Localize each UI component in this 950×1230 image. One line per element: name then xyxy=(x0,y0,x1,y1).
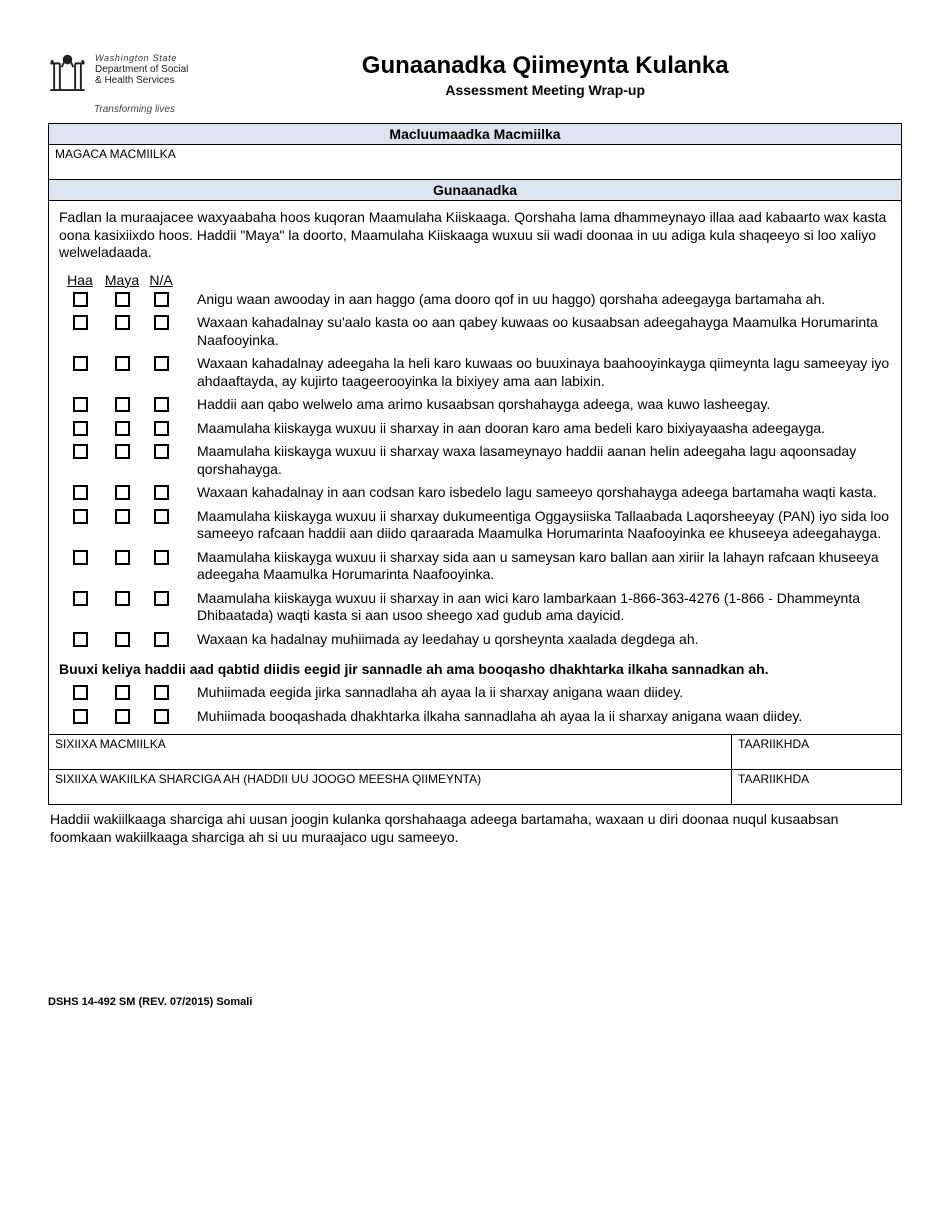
dept-name-1: Department of Social xyxy=(95,64,188,75)
signature-row-client: SIXIIXA MACMIILKA TAARIIKHDA xyxy=(49,734,901,769)
item-text: Maamulaha kiiskayga wuxuu ii sharxay in … xyxy=(179,590,891,625)
item-row: Haddii aan qabo welwelo ama arimo kusaab… xyxy=(49,393,901,417)
item-text: Muhiimada booqashada dhakhtarka ilkaha s… xyxy=(179,708,891,726)
date-label: TAARIIKHDA xyxy=(731,770,901,804)
rep-signature-label: SIXIIXA WAKIILKA SHARCIGA AH (HADDII UU … xyxy=(49,770,731,804)
signature-row-rep: SIXIIXA WAKIILKA SHARCIGA AH (HADDII UU … xyxy=(49,769,901,804)
intro-text: Fadlan la muraajacee waxyaabaha hoos kuq… xyxy=(49,201,901,268)
checkbox-yes[interactable] xyxy=(73,356,88,371)
checkbox-na[interactable] xyxy=(154,591,169,606)
checkbox-yes[interactable] xyxy=(73,292,88,307)
checkbox-na[interactable] xyxy=(154,685,169,700)
conditional-row: Muhiimada eegida jirka sannadlaha ah aya… xyxy=(49,681,901,705)
item-row: Maamulaha kiiskayga wuxuu ii sharxay duk… xyxy=(49,505,901,546)
checkbox-yes[interactable] xyxy=(73,550,88,565)
item-row: Maamulaha kiiskayga wuxuu ii sharxay in … xyxy=(49,587,901,628)
col-na: N/A xyxy=(143,272,179,288)
checkbox-na[interactable] xyxy=(154,485,169,500)
checkbox-no[interactable] xyxy=(115,444,130,459)
checkbox-yes[interactable] xyxy=(73,509,88,524)
page: Washington State Department of Social & … xyxy=(0,0,950,1038)
checkbox-no[interactable] xyxy=(115,591,130,606)
checkbox-na[interactable] xyxy=(154,292,169,307)
client-name-label: MAGACA MACMIILKA xyxy=(49,145,901,180)
item-row: Maamulaha kiiskayga wuxuu ii sharxay wax… xyxy=(49,440,901,481)
item-text: Maamulaha kiiskayga wuxuu ii sharxay duk… xyxy=(179,508,891,543)
section-wrapup: Gunaanadka xyxy=(49,180,901,201)
title-block: Gunaanadka Qiimeynta Kulanka Assessment … xyxy=(188,50,902,98)
item-row: Waxaan kahadalnay adeegaha la heli karo … xyxy=(49,352,901,393)
col-yes: Haa xyxy=(59,272,101,288)
checkbox-yes[interactable] xyxy=(73,632,88,647)
checkbox-yes[interactable] xyxy=(73,315,88,330)
checkbox-no[interactable] xyxy=(115,509,130,524)
item-text: Maamulaha kiiskayga wuxuu ii sharxay in … xyxy=(179,420,891,438)
checkbox-na[interactable] xyxy=(154,550,169,565)
item-row: Waxaan ka hadalnay muhiimada ay leedahay… xyxy=(49,628,901,652)
checkbox-no[interactable] xyxy=(115,485,130,500)
conditional-instruction: Buuxi keliya haddii aad qabtid diidis ee… xyxy=(49,651,901,681)
date-label: TAARIIKHDA xyxy=(731,735,901,769)
checkbox-no[interactable] xyxy=(115,315,130,330)
client-signature-label: SIXIIXA MACMIILKA xyxy=(49,735,731,769)
checkbox-no[interactable] xyxy=(115,632,130,647)
checkbox-no[interactable] xyxy=(115,292,130,307)
dshs-logo-icon xyxy=(48,50,87,92)
item-row: Maamulaha kiiskayga wuxuu ii sharxay sid… xyxy=(49,546,901,587)
checkbox-yes[interactable] xyxy=(73,591,88,606)
checkbox-na[interactable] xyxy=(154,315,169,330)
checkbox-yes[interactable] xyxy=(73,397,88,412)
checkbox-yes[interactable] xyxy=(73,685,88,700)
conditional-row: Muhiimada booqashada dhakhtarka ilkaha s… xyxy=(49,705,901,729)
footnote: Haddii wakiilkaaga sharciga ahi uusan jo… xyxy=(48,805,902,846)
item-row: Anigu waan awooday in aan haggo (ama doo… xyxy=(49,288,901,312)
checkbox-yes[interactable] xyxy=(73,444,88,459)
form-container: Macluumaadka Macmiilka MAGACA MACMIILKA … xyxy=(48,123,902,805)
section-client-info: Macluumaadka Macmiilka xyxy=(49,124,901,145)
checkbox-na[interactable] xyxy=(154,709,169,724)
item-text: Waxaan kahadalnay in aan codsan karo isb… xyxy=(179,484,891,502)
item-row: Maamulaha kiiskayga wuxuu ii sharxay in … xyxy=(49,417,901,441)
checkbox-no[interactable] xyxy=(115,397,130,412)
checkbox-no[interactable] xyxy=(115,685,130,700)
item-text: Haddii aan qabo welwelo ama arimo kusaab… xyxy=(179,396,891,414)
item-text: Maamulaha kiiskayga wuxuu ii sharxay wax… xyxy=(179,443,891,478)
dept-tagline: Transforming lives xyxy=(94,104,902,115)
page-title: Gunaanadka Qiimeynta Kulanka xyxy=(188,52,902,80)
checkbox-na[interactable] xyxy=(154,632,169,647)
checkbox-no[interactable] xyxy=(115,550,130,565)
checkbox-no[interactable] xyxy=(115,356,130,371)
dept-name-2: & Health Services xyxy=(95,75,188,86)
department-block: Washington State Department of Social & … xyxy=(95,50,188,86)
item-text: Anigu waan awooday in aan haggo (ama doo… xyxy=(179,291,891,309)
item-text: Maamulaha kiiskayga wuxuu ii sharxay sid… xyxy=(179,549,891,584)
page-subtitle: Assessment Meeting Wrap-up xyxy=(188,82,902,98)
item-text: Waxaan kahadalnay su'aalo kasta oo aan q… xyxy=(179,314,891,349)
checkbox-na[interactable] xyxy=(154,509,169,524)
checkbox-no[interactable] xyxy=(115,709,130,724)
checkbox-no[interactable] xyxy=(115,421,130,436)
col-no: Maya xyxy=(101,272,143,288)
checkbox-yes[interactable] xyxy=(73,421,88,436)
form-id: DSHS 14-492 SM (REV. 07/2015) Somali xyxy=(48,996,902,1008)
checkbox-yes[interactable] xyxy=(73,485,88,500)
checkbox-na[interactable] xyxy=(154,444,169,459)
checkbox-na[interactable] xyxy=(154,397,169,412)
checkbox-header: Haa Maya N/A xyxy=(49,268,901,288)
dept-state: Washington State xyxy=(95,54,188,64)
item-text: Muhiimada eegida jirka sannadlaha ah aya… xyxy=(179,684,891,702)
checkbox-na[interactable] xyxy=(154,421,169,436)
item-text: Waxaan ka hadalnay muhiimada ay leedahay… xyxy=(179,631,891,649)
item-text: Waxaan kahadalnay adeegaha la heli karo … xyxy=(179,355,891,390)
item-row: Waxaan kahadalnay in aan codsan karo isb… xyxy=(49,481,901,505)
item-row: Waxaan kahadalnay su'aalo kasta oo aan q… xyxy=(49,311,901,352)
checkbox-na[interactable] xyxy=(154,356,169,371)
checkbox-yes[interactable] xyxy=(73,709,88,724)
header-row: Washington State Department of Social & … xyxy=(48,50,902,98)
